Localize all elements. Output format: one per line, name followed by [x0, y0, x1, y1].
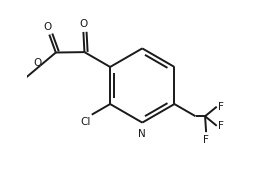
- Text: N: N: [139, 129, 146, 139]
- Text: F: F: [218, 121, 224, 131]
- Text: Cl: Cl: [80, 117, 91, 127]
- Text: O: O: [34, 58, 42, 68]
- Text: F: F: [218, 102, 224, 112]
- Text: O: O: [43, 22, 52, 32]
- Text: O: O: [79, 19, 88, 29]
- Text: F: F: [203, 135, 209, 145]
